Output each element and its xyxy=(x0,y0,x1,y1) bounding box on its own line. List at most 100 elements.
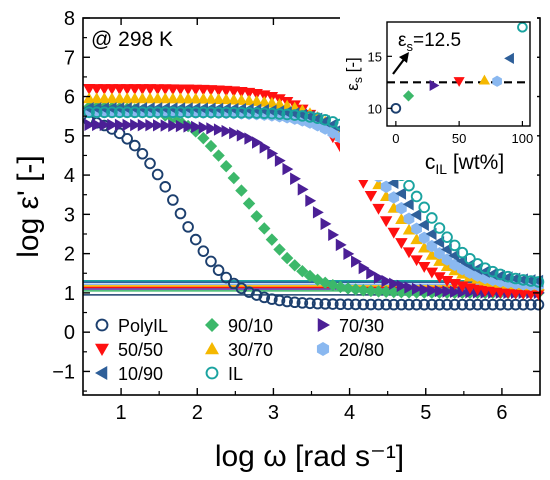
data-point xyxy=(403,179,415,192)
data-point xyxy=(418,218,429,231)
annotation-arrow-head xyxy=(399,52,409,63)
legend-marker xyxy=(205,366,219,380)
y-tick-label: 4 xyxy=(64,165,75,187)
legend-marker xyxy=(95,343,109,356)
data-point xyxy=(411,282,423,296)
data-point xyxy=(304,111,316,123)
data-point xyxy=(440,275,454,287)
data-point xyxy=(418,298,431,311)
inset-x-axis-title: cIL [wt%] xyxy=(425,151,504,177)
data-point xyxy=(205,255,217,268)
data-point xyxy=(327,298,339,310)
data-point xyxy=(267,147,279,160)
inset-point xyxy=(517,21,528,33)
data-point xyxy=(205,106,217,119)
data-point xyxy=(183,120,195,133)
data-point xyxy=(358,261,370,275)
data-point xyxy=(151,106,164,119)
data-point xyxy=(136,147,149,160)
data-point xyxy=(212,149,225,162)
data-point xyxy=(441,231,453,243)
y-tick-label: 3 xyxy=(64,204,75,226)
data-point xyxy=(145,119,157,132)
legend: PolyIL 90/10 70/30 50/50 30/70 20/80 10/90 IL xyxy=(95,316,384,384)
data-point xyxy=(175,119,187,133)
data-point xyxy=(258,222,271,235)
data-point xyxy=(212,106,225,119)
inset-frame xyxy=(386,21,531,127)
data-point xyxy=(517,274,530,286)
x-tick-label: 3 xyxy=(268,402,279,424)
data-point xyxy=(464,252,476,265)
data-point xyxy=(303,110,315,123)
data-point xyxy=(509,272,522,285)
data-point xyxy=(274,154,286,167)
data-point xyxy=(328,228,340,242)
x-tick-label: 5 xyxy=(420,402,431,424)
data-point xyxy=(206,122,218,135)
data-point xyxy=(494,268,507,281)
legend-marker xyxy=(316,342,330,356)
data-point xyxy=(357,298,370,311)
data-point xyxy=(456,298,469,311)
inset-point xyxy=(453,77,465,87)
y-tick-label: −1 xyxy=(52,361,75,383)
data-point xyxy=(84,118,96,132)
legend-marker xyxy=(317,318,330,332)
data-point xyxy=(478,265,490,278)
data-point xyxy=(227,93,241,105)
x-tick-label: 1 xyxy=(116,402,127,424)
data-point xyxy=(250,210,263,223)
data-point xyxy=(380,298,392,311)
data-point xyxy=(426,239,438,253)
legend-label: 70/30 xyxy=(339,316,384,336)
legend-marker xyxy=(205,342,219,355)
legend-label: 30/70 xyxy=(228,340,273,360)
data-point xyxy=(402,198,414,211)
data-point xyxy=(395,298,408,311)
data-point xyxy=(357,178,370,189)
inset-point xyxy=(504,52,514,64)
data-point xyxy=(288,259,301,272)
data-point xyxy=(434,284,446,298)
x-axis-title: log ω [rad s⁻¹] xyxy=(215,440,404,473)
legend-label: PolyIL xyxy=(118,316,168,336)
data-point xyxy=(450,285,461,299)
data-point xyxy=(273,294,286,307)
data-point xyxy=(106,106,118,119)
data-point xyxy=(144,106,156,119)
data-point xyxy=(244,132,256,145)
data-point xyxy=(221,124,233,138)
data-point xyxy=(137,118,149,132)
data-point xyxy=(266,107,278,120)
data-point xyxy=(151,168,164,181)
data-point xyxy=(410,298,423,311)
data-point xyxy=(349,283,362,296)
data-point xyxy=(494,298,507,311)
data-point xyxy=(236,129,248,142)
data-point xyxy=(122,118,134,132)
data-point xyxy=(425,248,439,260)
series-70-30 xyxy=(84,118,545,300)
data-point xyxy=(334,280,347,294)
data-point xyxy=(418,241,431,253)
data-point xyxy=(457,285,469,299)
data-point xyxy=(259,141,271,154)
data-point xyxy=(121,133,133,145)
data-point xyxy=(456,246,469,259)
inset-y-axis-title: εs [-] xyxy=(343,57,365,90)
legend-item: 70/30 xyxy=(317,316,384,336)
data-point xyxy=(380,180,392,193)
main-axes: 1 2 3 4 5 6 −1 0 1 2 3 4 5 6 7 8 log ω [rad s⁻¹] log ε' [… xyxy=(12,8,541,473)
data-point xyxy=(433,298,446,311)
data-point xyxy=(242,197,256,210)
data-point xyxy=(410,208,422,222)
data-point xyxy=(532,289,545,301)
data-point xyxy=(281,295,293,308)
data-point xyxy=(305,194,317,207)
data-point xyxy=(182,221,194,233)
data-point xyxy=(364,284,378,298)
data-point xyxy=(282,162,294,176)
data-point xyxy=(290,172,301,185)
y-tick-label: 0 xyxy=(64,322,75,344)
